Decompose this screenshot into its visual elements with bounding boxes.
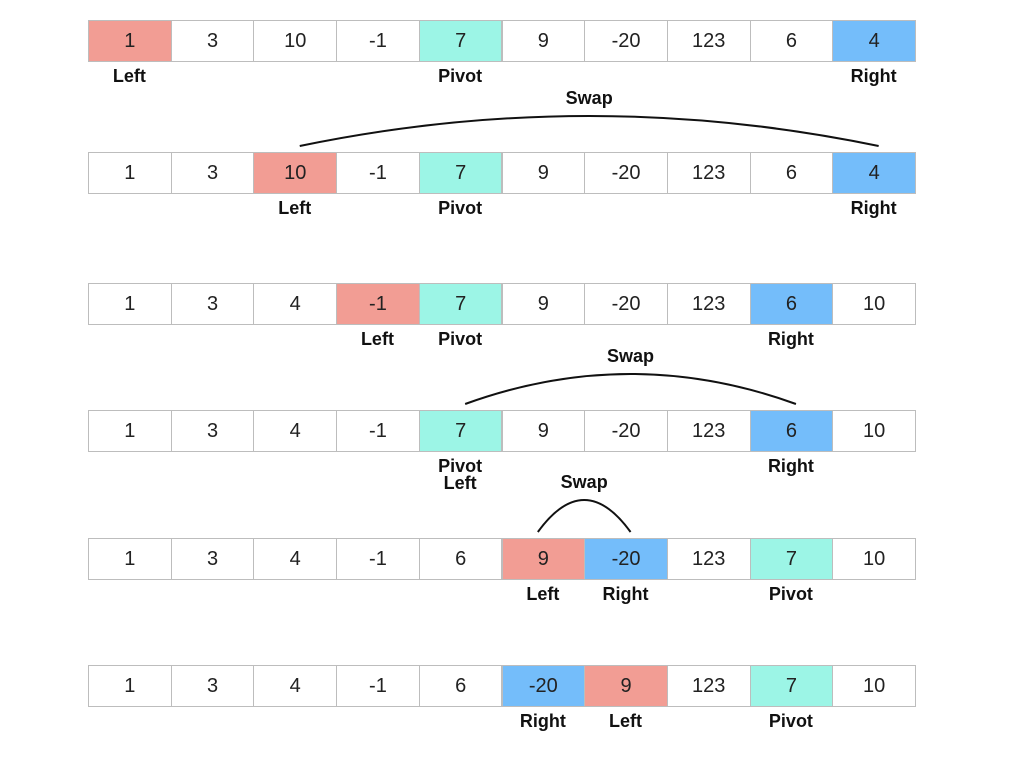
array-cell: -20: [584, 410, 668, 452]
array-cell: 4: [253, 665, 338, 707]
array-cell: 9: [501, 20, 586, 62]
array-row-2: 1 3 10 -1 7 9 -20 123 6 4: [88, 152, 916, 194]
array-cell: 7: [418, 152, 503, 194]
array-cell: -1: [336, 283, 420, 325]
pivot-pointer-label: Pivot: [768, 584, 813, 604]
array-cell: 10: [253, 152, 338, 194]
array-cell: 9: [584, 665, 668, 707]
array-row-3: 1 3 4 -1 7 9 -20 123 6 10: [88, 283, 916, 325]
array-cell: 4: [253, 283, 338, 325]
array-cell: 4: [832, 152, 916, 194]
array-cell: -1: [336, 538, 420, 580]
array-cell: 123: [666, 665, 751, 707]
array-cell: 9: [501, 410, 586, 452]
left-pointer-label: Left: [278, 198, 312, 218]
array-cell: 6: [749, 152, 834, 194]
array-cell: 7: [749, 665, 834, 707]
array-cell: 1: [88, 20, 172, 62]
array-cell: 4: [832, 20, 916, 62]
array-row-1: 1 3 10 -1 7 9 -20 123 6 4: [88, 20, 916, 62]
array-cell: 3: [170, 283, 255, 325]
array-cell: -1: [336, 20, 420, 62]
pivot-pointer-label: Pivot: [768, 711, 813, 731]
swap-arc: [299, 115, 879, 147]
right-pointer-label: Right: [850, 66, 897, 86]
array-cell: -1: [336, 665, 420, 707]
pivot-pointer-label: Pivot: [438, 198, 483, 218]
swap-label: Swap: [607, 346, 655, 366]
array-cell: 7: [418, 20, 503, 62]
array-cell: 123: [666, 152, 751, 194]
array-cell: 10: [832, 283, 916, 325]
array-cell: 4: [253, 410, 338, 452]
right-pointer-label: Right: [850, 198, 897, 218]
array-cell: 10: [832, 538, 916, 580]
array-cell: -20: [584, 152, 668, 194]
array-cell: -20: [584, 538, 668, 580]
pivot-pointer-label: Pivot: [438, 329, 483, 349]
swap-arc: [464, 373, 797, 405]
array-cell: 3: [170, 20, 255, 62]
array-cell: -20: [501, 665, 586, 707]
left-pointer-label: Left: [112, 66, 146, 86]
array-cell: 6: [749, 283, 834, 325]
array-row-4: 1 3 4 -1 7 9 -20 123 6 10: [88, 410, 916, 452]
left-pointer-label: Left: [609, 711, 643, 731]
swap-label: Swap: [560, 472, 608, 492]
right-pointer-label: Right: [602, 584, 649, 604]
array-cell: 6: [749, 20, 834, 62]
array-cell: 9: [501, 538, 586, 580]
array-row-6: 1 3 4 -1 6 -20 9 123 7 10: [88, 665, 916, 707]
array-cell: 10: [253, 20, 338, 62]
array-cell: 1: [88, 665, 172, 707]
pivot-pointer-label: Pivot: [438, 66, 483, 86]
array-cell: 4: [253, 538, 338, 580]
right-pointer-label: Right: [767, 329, 814, 349]
array-cell: 3: [170, 665, 255, 707]
swap-arc: [537, 499, 632, 533]
array-cell: 3: [170, 538, 255, 580]
array-cell: 9: [501, 283, 586, 325]
array-cell: 123: [666, 538, 751, 580]
right-pointer-label: Right: [519, 711, 566, 731]
array-cell: 7: [749, 538, 834, 580]
array-cell: 1: [88, 410, 172, 452]
array-cell: 9: [501, 152, 586, 194]
left-pointer-label: Left: [526, 584, 560, 604]
array-cell: -1: [336, 410, 420, 452]
array-cell: 3: [170, 410, 255, 452]
left-pointer-label: Left: [443, 473, 477, 493]
array-cell: -20: [584, 20, 668, 62]
array-cell: 7: [418, 283, 503, 325]
array-cell: -1: [336, 152, 420, 194]
array-cell: 123: [666, 283, 751, 325]
array-cell: 1: [88, 538, 172, 580]
right-pointer-label: Right: [767, 456, 814, 476]
left-pointer-label: Left: [360, 329, 394, 349]
array-cell: -20: [584, 283, 668, 325]
array-cell: 7: [418, 410, 503, 452]
array-cell: 10: [832, 410, 916, 452]
array-cell: 6: [749, 410, 834, 452]
array-cell: 123: [666, 410, 751, 452]
array-cell: 6: [418, 538, 503, 580]
swap-label: Swap: [565, 88, 613, 108]
pivot-pointer-label: Pivot: [438, 456, 483, 476]
array-cell: 1: [88, 152, 172, 194]
array-cell: 3: [170, 152, 255, 194]
array-row-5: 1 3 4 -1 6 9 -20 123 7 10: [88, 538, 916, 580]
array-cell: 10: [832, 665, 916, 707]
array-cell: 123: [666, 20, 751, 62]
array-cell: 6: [418, 665, 503, 707]
array-cell: 1: [88, 283, 172, 325]
